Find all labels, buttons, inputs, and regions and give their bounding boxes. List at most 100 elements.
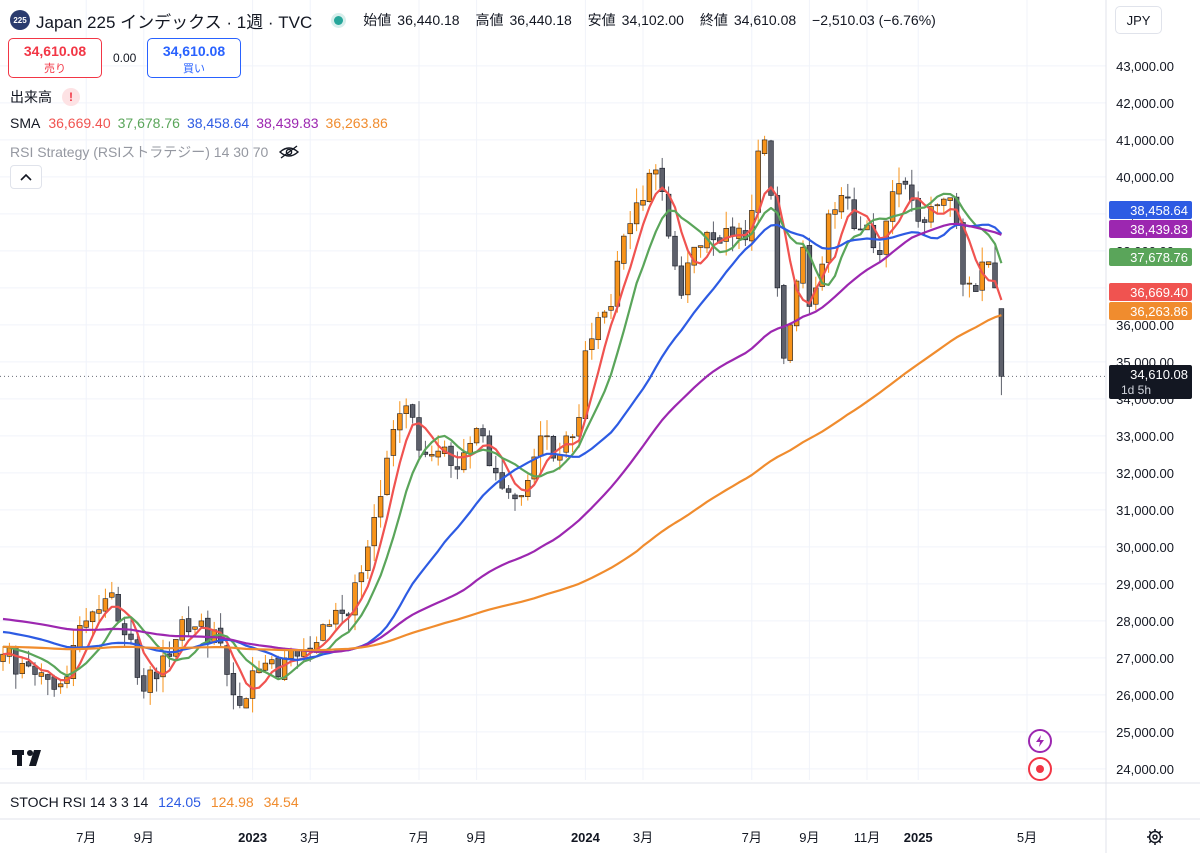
candle xyxy=(192,626,198,630)
candle xyxy=(358,572,365,583)
price-label-tag xyxy=(1109,283,1192,301)
candle xyxy=(697,245,704,248)
candle xyxy=(224,645,230,675)
candle xyxy=(915,197,921,222)
y-tick-label: 30,000.00 xyxy=(1116,540,1174,555)
lightning-icon[interactable] xyxy=(1028,729,1052,753)
x-tick-label: 3月 xyxy=(300,830,320,845)
candle xyxy=(390,429,397,456)
symbol-header: 225 Japan 225 インデックス · 1週 · TVC 始値 36,440… xyxy=(10,9,942,32)
candle xyxy=(902,180,909,185)
candle xyxy=(429,454,435,457)
candle xyxy=(672,235,678,267)
x-tick-label: 2024 xyxy=(571,830,601,845)
candle xyxy=(665,193,672,237)
candle xyxy=(973,285,979,292)
candle xyxy=(947,197,953,201)
rsi-strategy-legend[interactable]: RSI Strategy (RSIストラテジー) 14 30 70 xyxy=(10,142,300,162)
candle xyxy=(595,317,601,341)
candle xyxy=(262,662,269,671)
candle xyxy=(601,311,608,318)
y-tick-label: 31,000.00 xyxy=(1116,503,1174,518)
sma-value-4: 38,439.83 xyxy=(256,115,319,131)
collapse-legend-button[interactable] xyxy=(10,165,42,189)
candle xyxy=(736,227,742,240)
candle xyxy=(845,196,851,199)
candle xyxy=(416,417,422,451)
open-label: 始値 xyxy=(363,12,392,28)
price-label-text: 36,669.40 xyxy=(1130,285,1188,300)
candle xyxy=(941,198,947,206)
candle xyxy=(454,466,461,470)
tradingview-logo[interactable] xyxy=(12,748,48,774)
price-label-text: 36,263.86 xyxy=(1130,304,1188,319)
candle xyxy=(723,228,729,242)
record-icon[interactable] xyxy=(1028,757,1052,781)
hidden-eye-icon[interactable] xyxy=(278,144,300,160)
sell-price: 34,610.08 xyxy=(23,43,87,59)
sell-button[interactable]: 34,610.08 売り xyxy=(8,38,102,78)
candle xyxy=(333,609,339,625)
warning-icon[interactable]: ! xyxy=(62,88,80,106)
candle xyxy=(320,624,326,641)
candle xyxy=(128,633,134,640)
candle xyxy=(467,442,473,454)
candle xyxy=(38,672,45,677)
low-label: 安値 xyxy=(587,12,616,28)
buy-button[interactable]: 34,610.08 買い xyxy=(147,38,241,78)
change-value: −2,510.03 (−6.76%) xyxy=(812,12,936,28)
close-label: 終値 xyxy=(699,12,728,28)
settings-gear-icon[interactable] xyxy=(1146,828,1164,846)
candle xyxy=(269,659,275,665)
record-dot xyxy=(1036,765,1044,773)
candle xyxy=(384,457,390,495)
market-status-icon[interactable] xyxy=(334,15,344,25)
sma-value-3: 38,458.64 xyxy=(186,115,250,131)
candle xyxy=(589,338,595,350)
stoch-label: STOCH RSI 14 3 3 14 xyxy=(10,794,149,810)
candle xyxy=(70,645,77,679)
x-tick-label: 11月 xyxy=(854,830,881,845)
sma-legend[interactable]: SMA 36,669.40 37,678.76 38,458.64 38,439… xyxy=(10,115,388,131)
candle xyxy=(896,183,902,195)
candle xyxy=(659,167,665,193)
candle xyxy=(851,199,857,230)
currency-button[interactable]: JPY xyxy=(1115,6,1162,34)
candle xyxy=(365,546,371,571)
symbol-title[interactable]: Japan 225 インデックス · 1週 · TVC xyxy=(36,12,313,32)
countdown-text: 1d 5h xyxy=(1121,383,1151,397)
candle xyxy=(768,140,774,196)
y-tick-label: 43,000.00 xyxy=(1116,59,1174,74)
volume-label: 出来高 xyxy=(10,89,52,105)
x-tick-label: 9月 xyxy=(134,830,154,845)
candle xyxy=(576,417,582,437)
candle xyxy=(640,199,646,206)
candle xyxy=(889,191,896,222)
sma-value-2: 37,678.76 xyxy=(117,115,180,131)
y-tick-label: 26,000.00 xyxy=(1116,688,1174,703)
buy-label: 買い xyxy=(183,63,205,75)
candle xyxy=(102,598,109,612)
candle xyxy=(806,245,813,307)
y-tick-label: 42,000.00 xyxy=(1116,96,1174,111)
candle xyxy=(800,246,806,284)
last-price-text: 34,610.08 xyxy=(1130,367,1188,382)
candle xyxy=(621,235,627,264)
candle xyxy=(505,488,512,493)
y-tick-label: 27,000.00 xyxy=(1116,651,1174,666)
sell-label: 売り xyxy=(44,63,66,75)
candle xyxy=(646,172,653,202)
volume-indicator[interactable]: 出来高 ! xyxy=(10,87,80,107)
stoch-value-3: 34.54 xyxy=(263,794,299,810)
candle xyxy=(435,450,441,458)
x-tick-label: 7月 xyxy=(76,830,96,845)
candle xyxy=(998,308,1005,377)
candle xyxy=(83,620,89,628)
candle xyxy=(531,456,537,480)
candle xyxy=(569,436,576,439)
stoch-rsi-legend[interactable]: STOCH RSI 14 3 3 14 124.05 124.98 34.54 xyxy=(10,794,305,810)
y-tick-label: 24,000.00 xyxy=(1116,762,1174,777)
chevron-up-icon xyxy=(20,173,32,181)
candle xyxy=(787,324,793,361)
